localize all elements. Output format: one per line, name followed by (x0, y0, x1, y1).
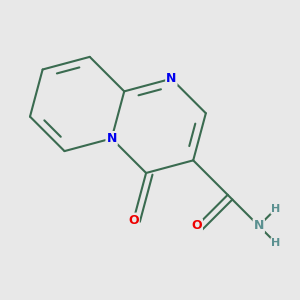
Text: H: H (272, 238, 280, 248)
Text: O: O (191, 219, 202, 232)
Text: N: N (254, 219, 264, 232)
Text: H: H (272, 204, 280, 214)
Text: N: N (166, 72, 176, 85)
Text: N: N (106, 132, 117, 145)
Text: O: O (128, 214, 139, 226)
